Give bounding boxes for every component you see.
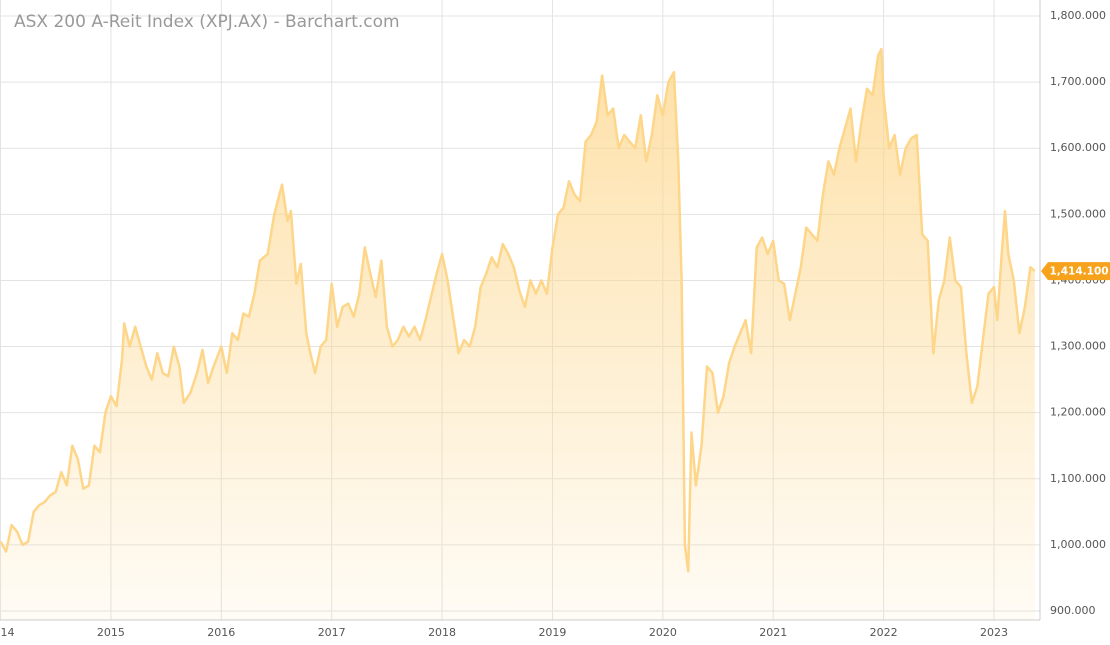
chart-title: ASX 200 A-Reit Index (XPJ.AX) - Barchart… bbox=[14, 12, 400, 32]
x-tick-label: 2018 bbox=[428, 626, 456, 639]
current-value-badge bbox=[1041, 262, 1110, 281]
x-tick-label: 2014 bbox=[0, 626, 15, 639]
y-tick-label: 1,300.000 bbox=[1050, 340, 1106, 353]
x-tick-label: 2015 bbox=[97, 626, 125, 639]
x-tick-label: 2020 bbox=[649, 626, 677, 639]
y-tick-label: 1,200.000 bbox=[1050, 406, 1106, 419]
x-tick-label: 2021 bbox=[759, 626, 787, 639]
y-tick-label: 1,000.000 bbox=[1050, 538, 1106, 551]
x-tick-label: 2019 bbox=[538, 626, 566, 639]
x-tick-label: 2016 bbox=[207, 626, 235, 639]
x-tick-label: 2017 bbox=[318, 626, 346, 639]
x-tick-label: 2022 bbox=[870, 626, 898, 639]
price-line bbox=[0, 47, 1036, 573]
y-tick-label: 1,700.000 bbox=[1050, 75, 1106, 88]
y-tick-label: 1,500.000 bbox=[1050, 207, 1106, 220]
y-tick-label: 1,100.000 bbox=[1050, 472, 1106, 485]
y-tick-label: 1,600.000 bbox=[1050, 141, 1106, 154]
area-fill bbox=[0, 49, 1035, 621]
y-tick-label: 1,800.000 bbox=[1050, 9, 1106, 22]
x-tick-label: 2023 bbox=[980, 626, 1008, 639]
y-tick-label: 900.000 bbox=[1050, 604, 1096, 617]
current-value-label: 1,414.100 bbox=[1049, 266, 1108, 278]
